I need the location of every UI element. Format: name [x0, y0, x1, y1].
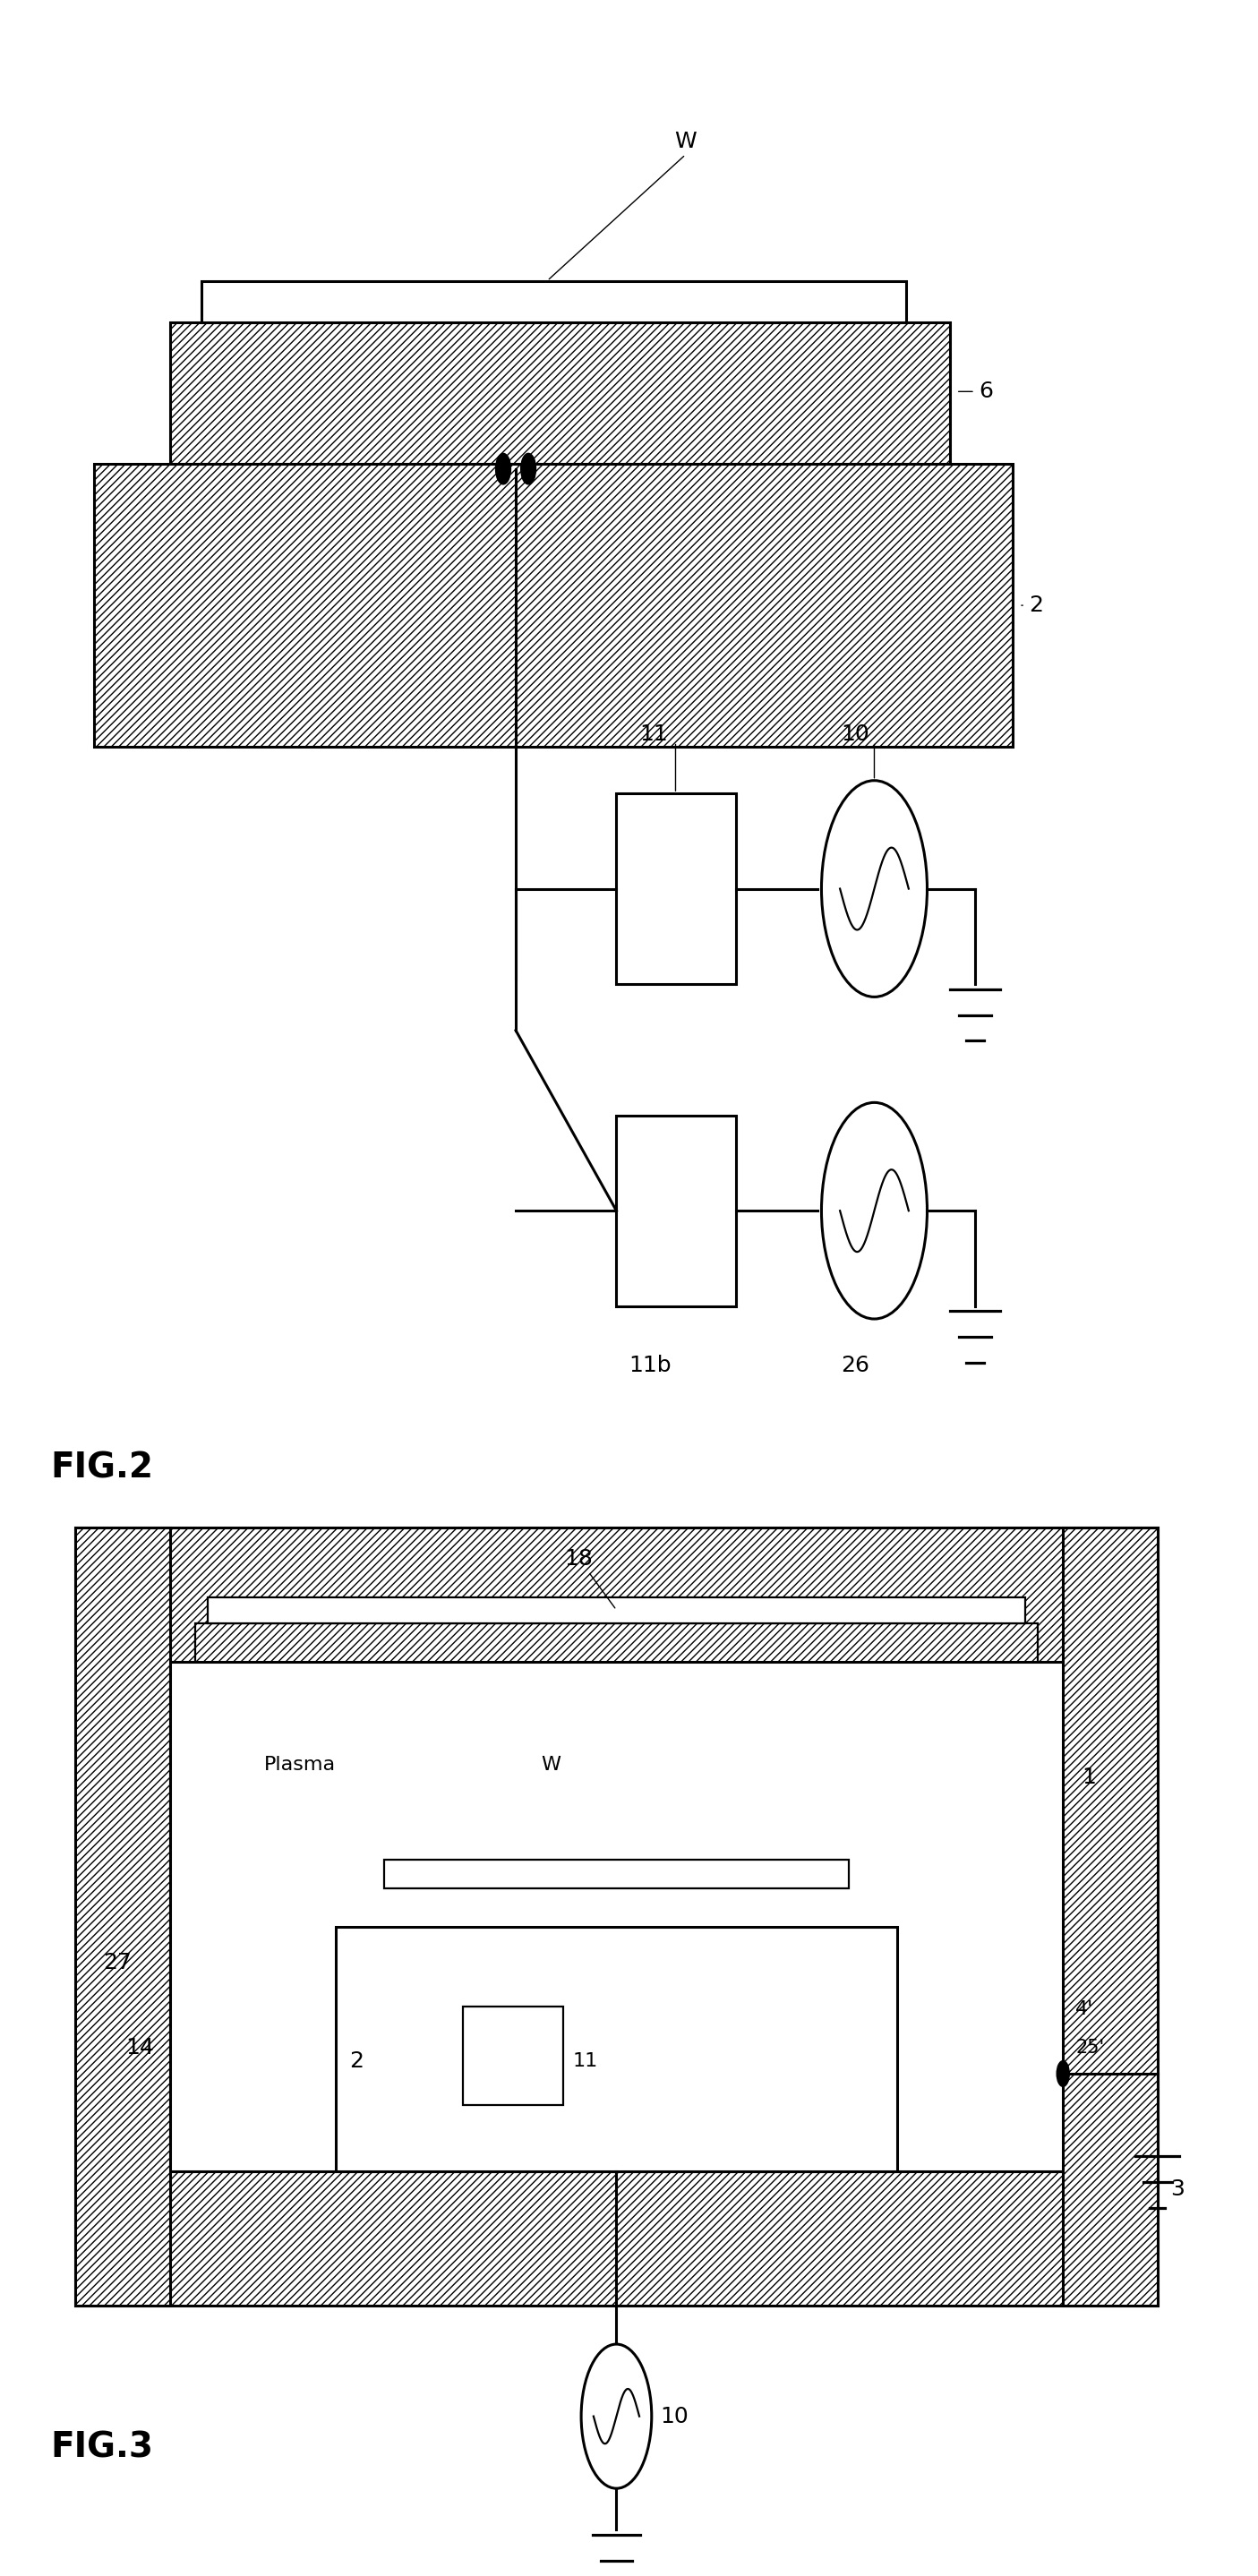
Circle shape [521, 453, 536, 484]
Circle shape [821, 781, 927, 997]
Text: 26: 26 [842, 1355, 869, 1376]
Bar [208, 1597, 1025, 1623]
Bar [170, 322, 950, 464]
Text: 3: 3 [1170, 2179, 1184, 2200]
Bar [463, 2007, 564, 2105]
Bar [264, 1886, 314, 1989]
Text: W: W [541, 1757, 561, 1772]
Text: 25': 25' [1076, 2040, 1105, 2056]
Bar [75, 1528, 1157, 1662]
Circle shape [581, 2344, 652, 2488]
Text: 27: 27 [103, 1953, 132, 1973]
Bar [897, 1891, 988, 1958]
Text: 10: 10 [842, 724, 869, 744]
Bar [245, 1850, 988, 1927]
Text: 14: 14 [126, 2038, 155, 2058]
Text: 11b: 11b [629, 1355, 672, 1376]
Bar [616, 1115, 736, 1306]
Text: 2: 2 [1029, 595, 1043, 616]
Text: 4': 4' [1076, 2002, 1093, 2017]
Text: 2: 2 [350, 2050, 364, 2071]
Bar [245, 1842, 296, 1893]
Bar [384, 1860, 849, 1888]
Text: W: W [674, 131, 697, 152]
Bar [170, 1662, 1063, 2172]
Bar [75, 2172, 1157, 2306]
Circle shape [496, 453, 511, 484]
Text: 10: 10 [660, 2406, 689, 2427]
Bar [616, 793, 736, 984]
Bar [937, 1842, 988, 1893]
Text: Plasma: Plasma [264, 1757, 336, 1772]
Circle shape [1057, 2061, 1069, 2087]
Bar [195, 1623, 1038, 1713]
Bar [1063, 1528, 1157, 2306]
Bar [245, 1891, 336, 1958]
Bar [245, 1837, 336, 2172]
Circle shape [821, 1103, 927, 1319]
Text: 11: 11 [572, 2053, 598, 2069]
Text: 6: 6 [979, 381, 993, 402]
Bar [94, 464, 1013, 747]
Bar [75, 1528, 170, 2306]
Text: FIG.3: FIG.3 [50, 2429, 153, 2465]
Bar [201, 281, 906, 322]
Text: 18: 18 [565, 1548, 615, 1607]
Bar [336, 1927, 897, 2172]
Bar [918, 1886, 969, 1989]
Bar [897, 1837, 988, 2172]
Text: FIG.2: FIG.2 [50, 1450, 153, 1486]
Text: 11: 11 [640, 724, 668, 744]
Text: 1: 1 [1082, 1767, 1096, 1788]
